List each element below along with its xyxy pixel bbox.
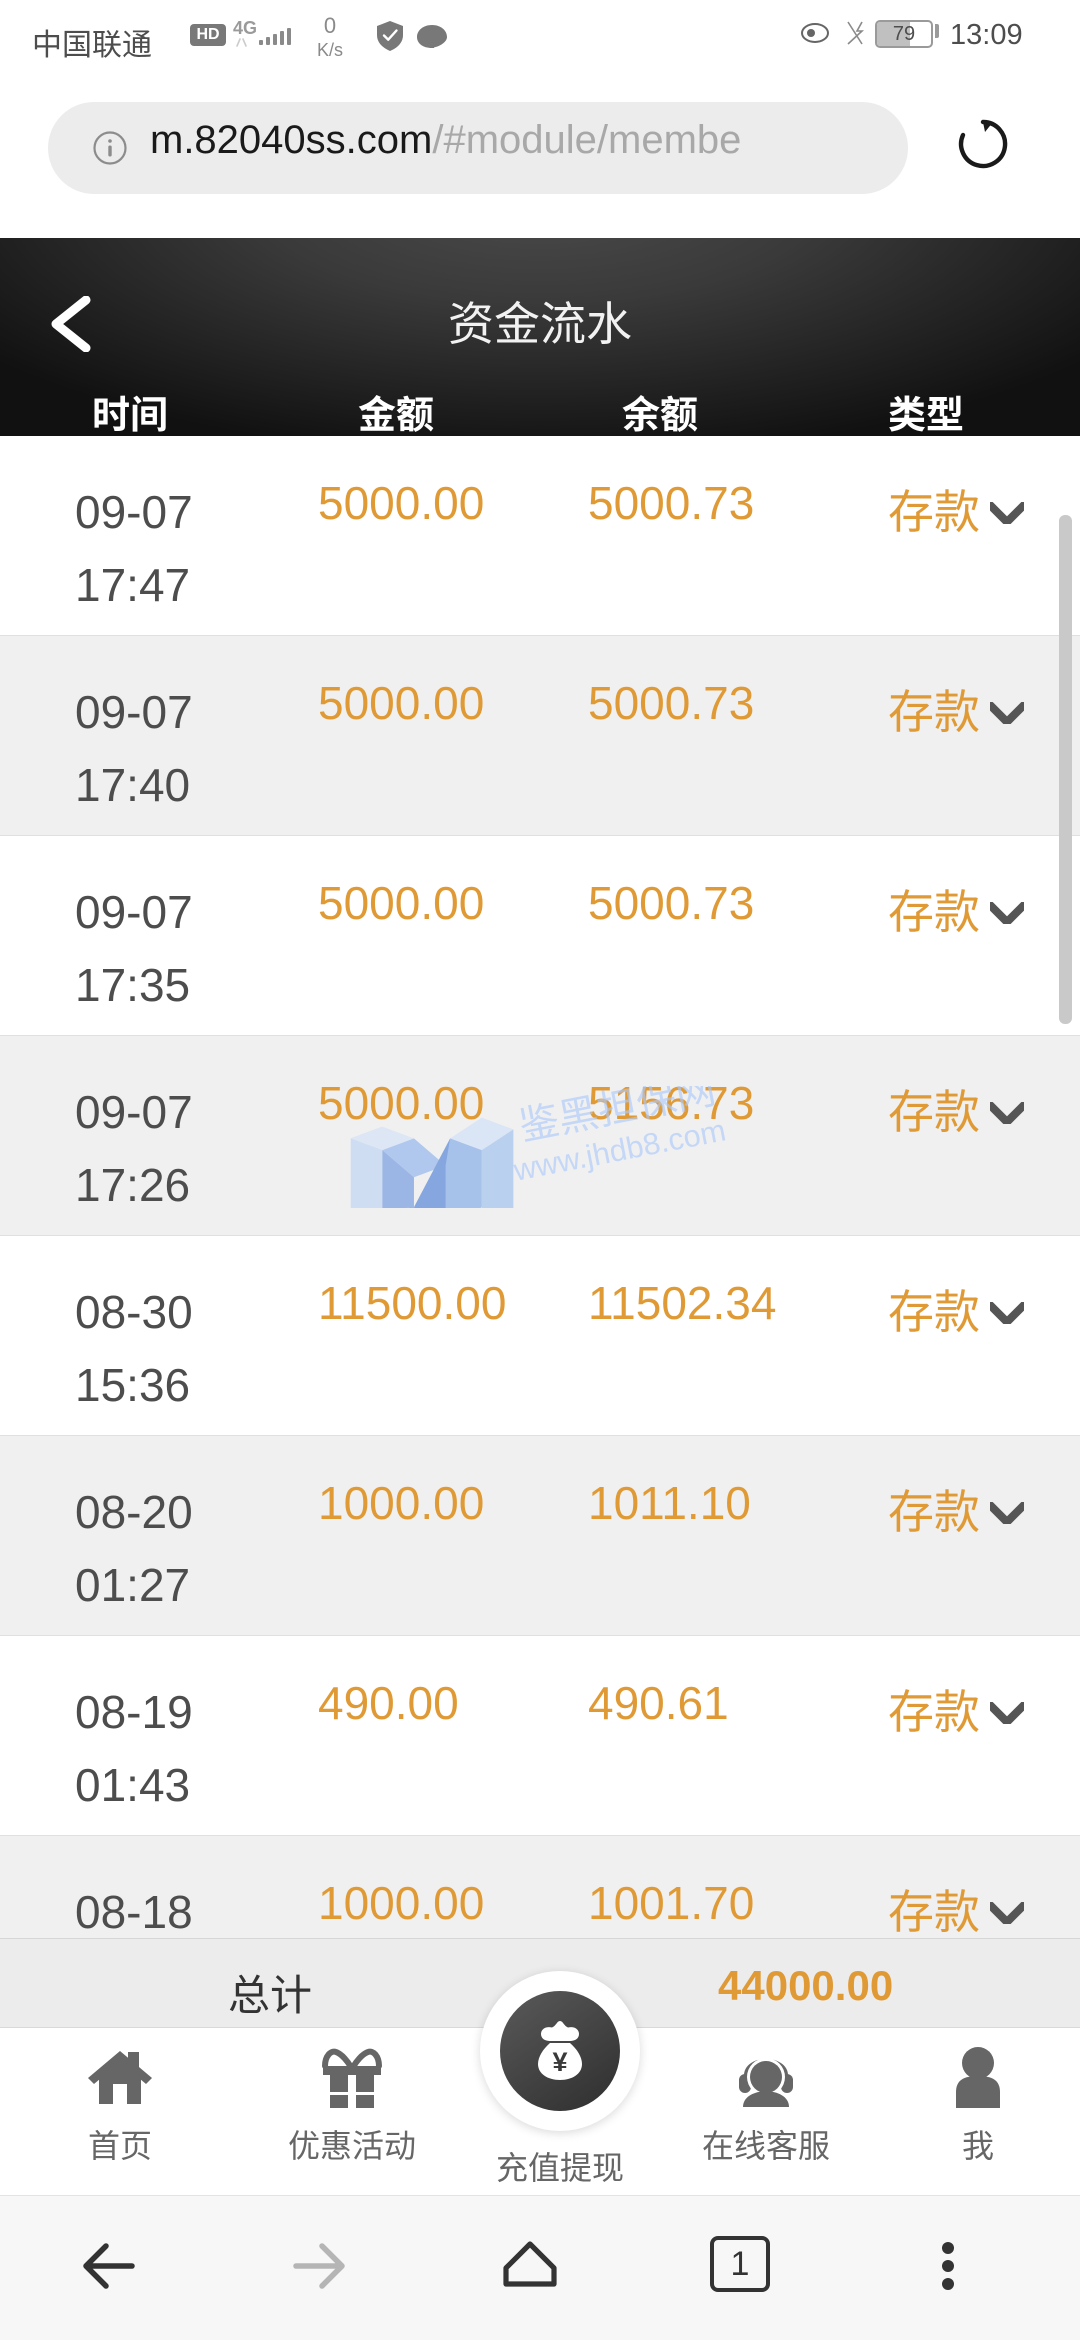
svg-text:¥: ¥ — [552, 2047, 567, 2077]
